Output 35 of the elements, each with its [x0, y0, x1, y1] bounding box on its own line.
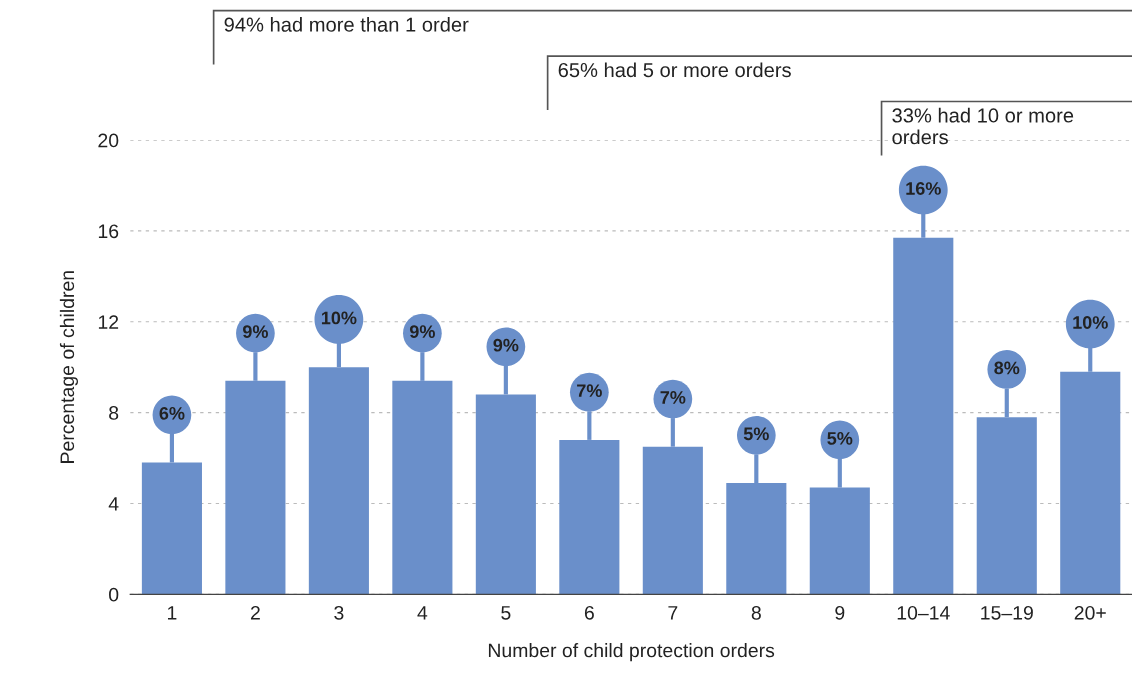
- data-label: 7%: [577, 384, 602, 397]
- text: 94% had more than 1 order: [224, 16, 469, 32]
- y-tick-label: 8: [109, 406, 119, 420]
- annotation: 33% had 10 or more orders: [892, 107, 1074, 145]
- data-label: 10%: [1073, 316, 1108, 329]
- y-tick-label: 20: [98, 133, 119, 148]
- data-label: 9%: [242, 325, 268, 338]
- x-tick-label: 6: [584, 605, 594, 620]
- data-label: 5%: [743, 427, 769, 441]
- x-tick-label: 1: [168, 606, 177, 620]
- x-tick-label: 9: [835, 605, 845, 620]
- x-tick-label: 20+: [1074, 605, 1106, 620]
- x-axis-title: Number of child protection orders: [488, 643, 775, 662]
- data-label: 6%: [159, 406, 185, 420]
- y-axis-title: Percentage of children: [59, 271, 78, 463]
- x-tick-label: 4: [417, 606, 428, 620]
- data-label: 7%: [660, 391, 686, 404]
- text: 65% had 5 or more orders: [558, 62, 791, 78]
- data-label: 8%: [994, 361, 1020, 375]
- y-tick-label: 0: [109, 587, 119, 602]
- y-tick-label: 4: [108, 497, 119, 511]
- data-label: 10%: [321, 311, 357, 325]
- data-label: 5%: [827, 431, 853, 445]
- y-tick-label: 12: [98, 315, 119, 329]
- x-tick-label: 5: [501, 606, 511, 620]
- x-tick-label: 8: [751, 605, 761, 620]
- data-label: 9%: [493, 338, 519, 352]
- x-tick-label: 15–19: [981, 605, 1033, 620]
- x-tick-label: 2: [250, 605, 260, 620]
- data-label: 16%: [906, 182, 941, 195]
- x-tick-label: 10–14: [897, 605, 950, 620]
- x-tick-label: 7: [668, 606, 678, 620]
- x-tick-label: 3: [334, 605, 344, 620]
- y-tick-label: 16: [98, 224, 119, 239]
- data-label: 9%: [409, 325, 435, 338]
